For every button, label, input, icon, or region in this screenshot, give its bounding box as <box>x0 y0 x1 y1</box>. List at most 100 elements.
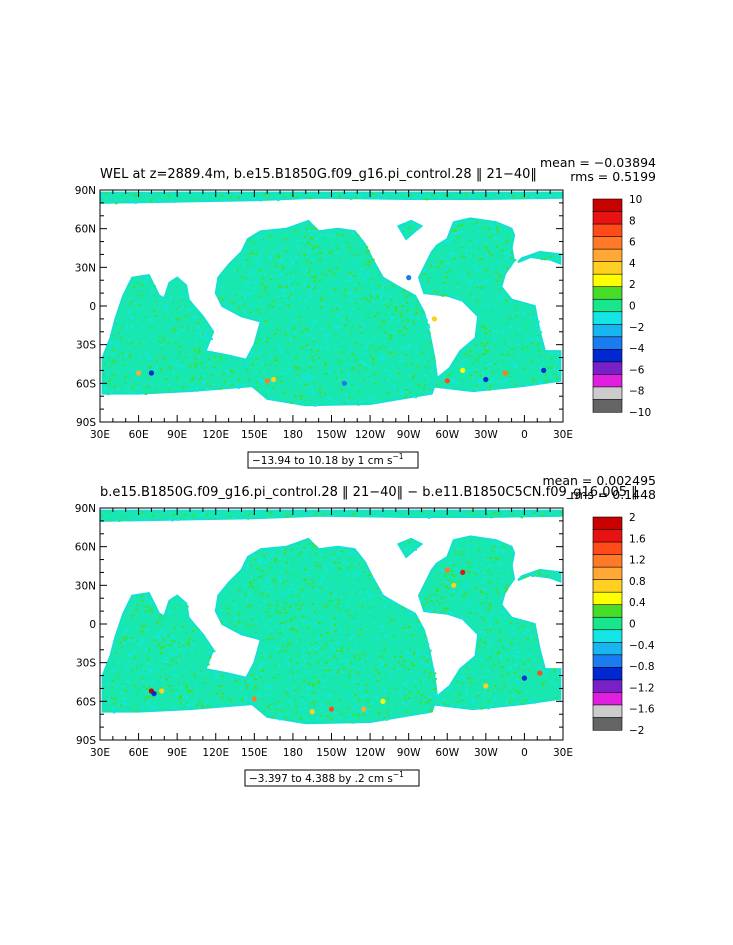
colorbar-label: −0.4 <box>629 640 655 652</box>
colorbar: 10 8 6 4 2 0 −2 −4 −6 −8 −10 <box>592 194 651 419</box>
x-tick-label: 120W <box>355 747 386 759</box>
colorbar-band <box>592 223 623 238</box>
y-tick-label: 60N <box>75 224 96 236</box>
colorbar-band <box>592 349 623 363</box>
colorbar-band <box>592 386 623 401</box>
x-tick-label: 90E <box>167 747 187 759</box>
colorbar-label: 10 <box>629 194 642 206</box>
colorbar-band <box>592 529 623 543</box>
colorbar-label: 2 <box>629 279 636 291</box>
colorbar-band <box>592 629 623 643</box>
colorbar-band <box>592 541 623 556</box>
colorbar-band <box>592 298 623 313</box>
colorbar-band <box>592 374 623 388</box>
colorbar-band <box>592 616 623 631</box>
colorbar-band <box>592 554 623 568</box>
y-tick-label: 0 <box>89 619 96 631</box>
colorbar-label: 1.2 <box>629 555 646 567</box>
anomaly-mark <box>271 376 277 383</box>
rms-label: rms = 0.1448 <box>570 487 656 502</box>
y-tick-label: 90N <box>75 503 96 515</box>
ocean-field <box>100 509 563 725</box>
colorbar-band <box>592 286 623 300</box>
anomaly-mark <box>380 698 386 704</box>
colorbar-label: 6 <box>629 237 636 249</box>
colorbar-band <box>592 336 623 350</box>
colorbar-label: 8 <box>629 215 636 227</box>
anomaly-mark <box>541 367 547 373</box>
x-tick-label: 30E <box>553 429 573 441</box>
y-tick-label: 60S <box>76 378 96 390</box>
colorbar-band <box>592 323 623 338</box>
colorbar-label: −6 <box>629 364 645 376</box>
anomaly-mark <box>328 706 335 712</box>
x-tick-label: 60E <box>129 747 149 759</box>
colorbar-band <box>592 641 623 656</box>
y-tick-label: 90S <box>76 417 96 429</box>
anomaly-mark <box>361 706 367 712</box>
x-tick-label: 30E <box>90 429 110 441</box>
colorbar-label: 4 <box>629 258 636 270</box>
x-tick-label: 150W <box>316 429 347 441</box>
contour-info: −3.397 to 4.388 by .2 cm s−1 <box>249 770 404 785</box>
colorbar-band <box>592 566 623 581</box>
x-tick-label: 180 <box>283 429 303 441</box>
colorbar-band <box>592 591 623 606</box>
colorbar-label: 0.4 <box>629 597 646 609</box>
colorbar-label: −2 <box>629 322 644 334</box>
mean-label: mean = −0.03894 <box>540 155 656 170</box>
x-tick-label: 150E <box>241 429 268 441</box>
anomaly-mark <box>151 691 157 697</box>
map-plot: 30E 60E 90E 120E 150E 180 150W 120W 90W 60W 30W 0 30… <box>75 185 573 441</box>
colorbar-band <box>592 273 623 288</box>
x-tick-label: 60W <box>435 747 459 759</box>
colorbar-label: −8 <box>629 386 644 398</box>
panel-1: WEL at z=2889.4m, b.e15.B1850G.f09_g16.p… <box>75 155 656 469</box>
x-tick-label: 30W <box>474 747 498 759</box>
colorbar-band <box>592 516 623 531</box>
x-tick-label: 0 <box>521 747 528 759</box>
x-tick-label: 30E <box>90 747 110 759</box>
colorbar-label: −4 <box>629 343 645 355</box>
colorbar-label: 2 <box>629 512 636 524</box>
colorbar-band <box>592 717 623 731</box>
x-axis: 30E 60E 90E 120E 150E 180 150W 120W 90W 60W 30W 0 30… <box>90 508 573 759</box>
y-tick-label: 90S <box>76 735 96 747</box>
x-tick-label: 180 <box>283 747 303 759</box>
colorbar-label: −10 <box>629 407 651 419</box>
colorbar-band <box>592 679 623 694</box>
y-axis: 90N 60N 30N 0 30S 60S 90S <box>75 503 563 747</box>
map-title: b.e15.B1850G.f09_g16.pi_control.28 ‖ 21−… <box>100 485 638 500</box>
hudson-bay <box>396 219 424 241</box>
panel-2: b.e15.B1850G.f09_g16.pi_control.28 ‖ 21−… <box>75 473 656 787</box>
y-tick-label: 60S <box>76 696 96 708</box>
anomaly-mark <box>460 569 466 576</box>
hudson-bay <box>396 537 424 559</box>
anomaly-mark <box>431 316 437 322</box>
mean-label: mean = 0.002495 <box>542 473 656 488</box>
anomaly-mark <box>521 675 528 681</box>
colorbar-label: −1.6 <box>629 704 655 716</box>
y-tick-label: 30S <box>76 658 96 670</box>
anomaly-mark <box>264 378 270 384</box>
colorbar-band <box>592 261 623 275</box>
x-tick-label: 120E <box>202 429 229 441</box>
map-plot: 30E 60E 90E 120E 150E 180 150W 120W 90W 60W 30W 0 30… <box>75 503 573 759</box>
ocean-texture <box>100 510 563 724</box>
x-tick-label: 120W <box>355 429 386 441</box>
rms-label: rms = 0.5199 <box>570 169 656 184</box>
colorbar-band <box>592 198 623 213</box>
x-tick-label: 90E <box>167 429 187 441</box>
map-title: WEL at z=2889.4m, b.e15.B1850G.f09_g16.p… <box>100 167 537 182</box>
colorbar-band <box>592 361 623 376</box>
colorbar-band <box>592 654 623 668</box>
colorbar-band <box>592 248 623 263</box>
x-tick-label: 150W <box>316 747 347 759</box>
colorbar-label: 0 <box>629 301 636 313</box>
y-tick-label: 0 <box>89 301 96 313</box>
colorbar: 2 1.6 1.2 0.8 0.4 0 −0.4 −0.8 −1.2 −1.6 −2 <box>592 512 655 737</box>
ocean-field <box>100 191 563 407</box>
x-tick-label: 30E <box>553 747 573 759</box>
colorbar-label: 0 <box>629 619 636 631</box>
colorbar-band <box>592 579 623 593</box>
